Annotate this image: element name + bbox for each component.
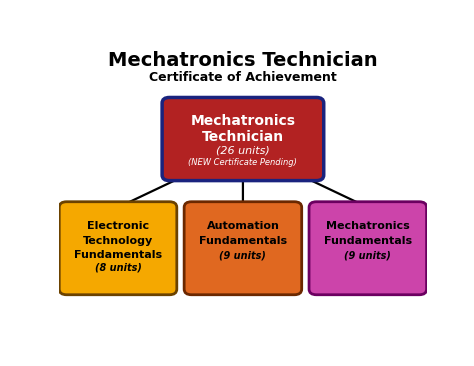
Text: (NEW Certificate Pending): (NEW Certificate Pending) <box>189 158 297 167</box>
Text: Technician: Technician <box>202 130 284 144</box>
Text: Certificate of Achievement: Certificate of Achievement <box>149 71 337 84</box>
FancyBboxPatch shape <box>59 202 177 295</box>
Text: Mechatronics Technician: Mechatronics Technician <box>108 51 378 70</box>
Text: Fundamentals: Fundamentals <box>324 236 412 246</box>
Text: Automation: Automation <box>207 221 279 231</box>
FancyBboxPatch shape <box>184 202 301 295</box>
Text: Fundamentals: Fundamentals <box>74 250 162 260</box>
Text: (9 units): (9 units) <box>345 250 391 260</box>
FancyBboxPatch shape <box>162 97 324 180</box>
Text: Mechatronics: Mechatronics <box>326 221 410 231</box>
FancyBboxPatch shape <box>309 202 427 295</box>
Text: (26 units): (26 units) <box>216 146 270 156</box>
Text: (9 units): (9 units) <box>219 250 266 260</box>
Text: Technology: Technology <box>83 236 153 246</box>
Text: Electronic: Electronic <box>87 221 149 231</box>
Text: Fundamentals: Fundamentals <box>199 236 287 246</box>
Text: Mechatronics: Mechatronics <box>191 114 295 128</box>
Text: (8 units): (8 units) <box>95 263 141 273</box>
